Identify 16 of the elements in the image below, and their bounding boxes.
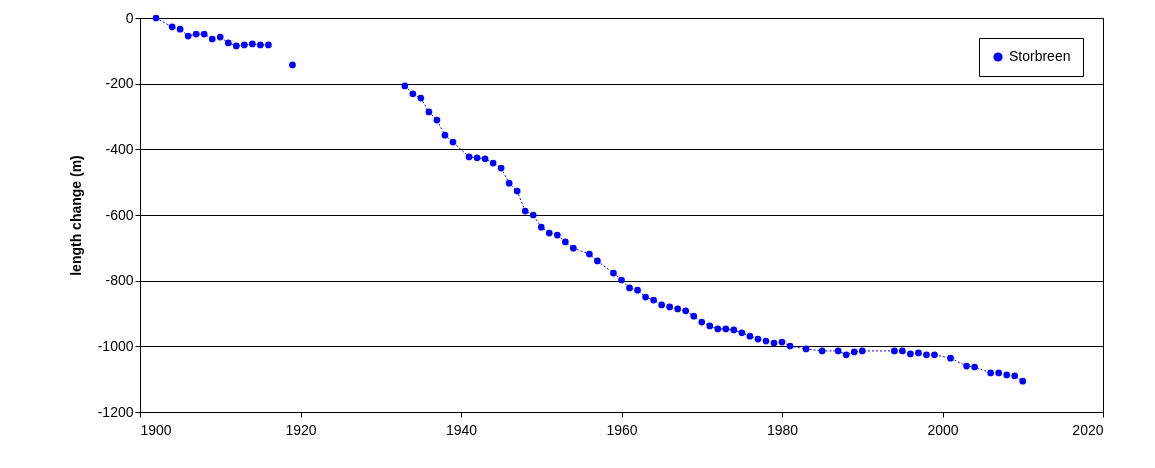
- y-axis-title: length change (m): [67, 155, 84, 276]
- y-tick-label: -200: [105, 75, 134, 92]
- x-tick-label: 2000: [927, 421, 959, 438]
- x-tick-label: 1900: [140, 421, 172, 438]
- x-tick-label: 2020: [1072, 421, 1104, 438]
- y-tick-label: -400: [105, 140, 134, 157]
- legend-label: Storbreen: [1009, 48, 1071, 64]
- y-tick-label: -1200: [97, 403, 134, 420]
- x-tick-label: 1940: [445, 421, 478, 438]
- y-tick-label: -600: [105, 206, 134, 223]
- x-tick-label: 1920: [285, 421, 317, 438]
- x-tick-label: 1980: [766, 421, 799, 438]
- y-tick-label: -1000: [97, 337, 134, 354]
- x-tick-label: 1960: [606, 421, 638, 438]
- y-tick-label: -800: [105, 272, 134, 289]
- y-tick-label: 0: [125, 9, 134, 26]
